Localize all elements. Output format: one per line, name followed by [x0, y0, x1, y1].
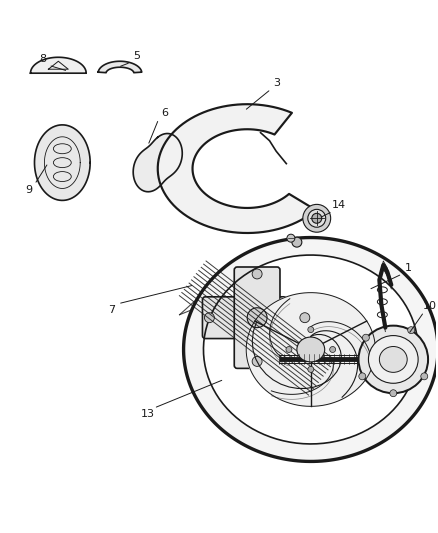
- Ellipse shape: [308, 366, 314, 373]
- Ellipse shape: [286, 346, 292, 352]
- Ellipse shape: [421, 373, 428, 380]
- Text: 5: 5: [133, 51, 140, 61]
- FancyBboxPatch shape: [234, 267, 280, 368]
- Text: 1: 1: [405, 263, 412, 273]
- Ellipse shape: [303, 204, 331, 232]
- Ellipse shape: [292, 237, 302, 247]
- Text: 9: 9: [25, 185, 32, 196]
- Ellipse shape: [408, 327, 415, 334]
- Text: 8: 8: [39, 54, 46, 64]
- Ellipse shape: [308, 327, 314, 333]
- Ellipse shape: [390, 390, 397, 397]
- Ellipse shape: [300, 313, 310, 322]
- Ellipse shape: [312, 213, 322, 223]
- Text: 6: 6: [161, 108, 168, 118]
- Polygon shape: [204, 255, 418, 444]
- Ellipse shape: [252, 269, 262, 279]
- Ellipse shape: [252, 357, 262, 366]
- Ellipse shape: [247, 308, 267, 328]
- Polygon shape: [98, 61, 142, 72]
- Polygon shape: [35, 125, 90, 200]
- Ellipse shape: [358, 326, 428, 393]
- Ellipse shape: [308, 209, 326, 227]
- Ellipse shape: [368, 336, 418, 383]
- Text: 7: 7: [109, 305, 116, 314]
- Ellipse shape: [379, 346, 407, 373]
- Polygon shape: [246, 293, 375, 406]
- Text: 13: 13: [141, 409, 155, 419]
- Ellipse shape: [330, 346, 336, 352]
- Polygon shape: [158, 104, 316, 233]
- FancyBboxPatch shape: [202, 297, 312, 338]
- Polygon shape: [184, 238, 438, 462]
- Text: 3: 3: [273, 78, 280, 88]
- Ellipse shape: [205, 313, 214, 322]
- Polygon shape: [133, 134, 182, 192]
- Ellipse shape: [287, 234, 295, 242]
- Ellipse shape: [359, 373, 366, 380]
- Polygon shape: [31, 57, 86, 73]
- Ellipse shape: [362, 334, 369, 341]
- Ellipse shape: [297, 337, 325, 362]
- Text: 14: 14: [332, 200, 346, 211]
- Text: 10: 10: [423, 301, 437, 311]
